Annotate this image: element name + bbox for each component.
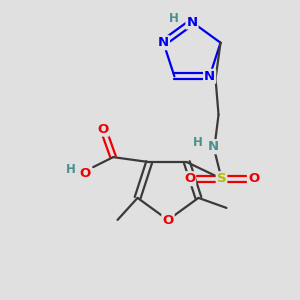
Text: S: S — [217, 172, 226, 185]
Text: N: N — [204, 70, 215, 83]
Text: O: O — [80, 167, 91, 180]
Text: O: O — [98, 123, 109, 136]
Text: H: H — [169, 11, 179, 25]
Text: N: N — [158, 36, 169, 49]
Text: O: O — [162, 214, 174, 226]
Text: O: O — [248, 172, 259, 185]
Text: O: O — [184, 172, 195, 185]
Text: H: H — [193, 136, 202, 149]
Text: N: N — [186, 16, 198, 28]
Text: H: H — [66, 163, 76, 176]
Text: N: N — [208, 140, 219, 153]
